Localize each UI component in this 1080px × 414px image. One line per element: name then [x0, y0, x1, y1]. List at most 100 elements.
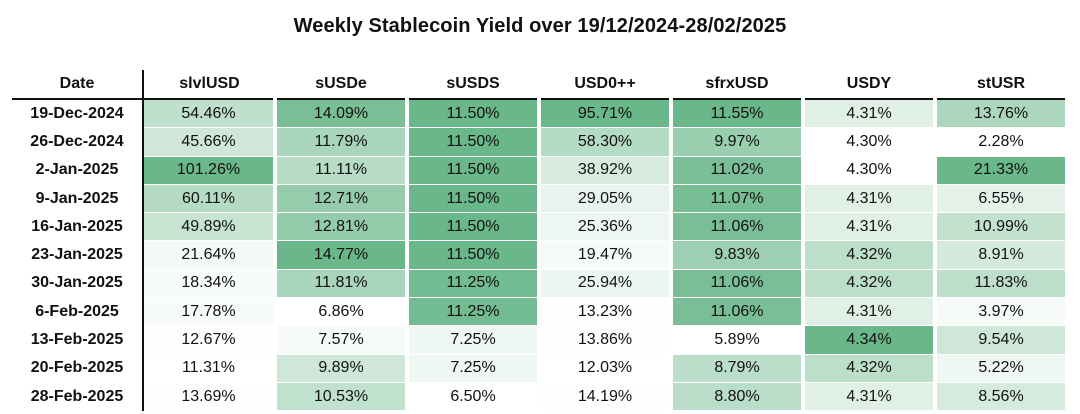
- heatmap-cell: 7.57%: [275, 325, 409, 355]
- heatmap-cell: 5.89%: [671, 325, 805, 355]
- heatmap-cell: 11.07%: [671, 184, 805, 214]
- heatmap-cell: 4.34%: [803, 325, 937, 355]
- row-date-label: 28-Feb-2025: [12, 382, 144, 412]
- column-header: sUSDS: [446, 75, 500, 92]
- heatmap-cell: 14.09%: [275, 99, 409, 129]
- heatmap-cell: 11.06%: [671, 297, 805, 327]
- heatmap-cell: 8.56%: [935, 382, 1069, 412]
- table-row: 28-Feb-2025 13.69% 10.53% 6.50% 14.19% 8.80% 4…: [12, 382, 1069, 412]
- heatmap-cell: 11.50%: [407, 184, 541, 214]
- heatmap-cell: 9.83%: [671, 240, 805, 270]
- heatmap-cell: 19.47%: [539, 240, 673, 270]
- heatmap-cell: 11.50%: [407, 156, 541, 185]
- heatmap-cell: 14.77%: [275, 240, 409, 270]
- table-row: 23-Jan-2025 21.64% 14.77% 11.50% 19.47% 9.83%…: [12, 240, 1069, 270]
- yield-heatmap-table: Date slvlUSD sUSDe sUSDS USD0++ sfrxUSD USDY s…: [12, 70, 1069, 412]
- row-date-label: 16-Jan-2025: [12, 212, 144, 242]
- heatmap-cell: 13.76%: [935, 99, 1069, 129]
- heatmap-cell: 49.89%: [143, 212, 277, 242]
- column-header: sfrxUSD: [705, 75, 769, 92]
- heatmap-cell: 11.55%: [671, 99, 805, 129]
- table-row: 13-Feb-2025 12.67% 7.57% 7.25% 13.86% 5.89% 4.…: [12, 325, 1069, 355]
- heatmap-cell: 4.31%: [803, 297, 937, 327]
- heatmap-cell: 8.91%: [935, 240, 1069, 270]
- heatmap-cell: 11.81%: [275, 269, 409, 299]
- heatmap-cell: 4.31%: [803, 99, 937, 129]
- table-row: 6-Feb-2025 17.78% 6.86% 11.25% 13.23% 11.06% 4…: [12, 297, 1069, 327]
- heatmap-cell: 4.30%: [803, 156, 937, 185]
- row-date-label: 6-Feb-2025: [12, 297, 144, 327]
- heatmap-cell: 8.80%: [671, 382, 805, 412]
- heatmap-cell: 11.50%: [407, 127, 541, 157]
- heatmap-cell: 11.25%: [407, 269, 541, 299]
- heatmap-cell: 6.50%: [407, 382, 541, 412]
- table-row: 19-Dec-2024 54.46% 14.09% 11.50% 95.71% 11.55…: [12, 99, 1069, 129]
- heatmap-cell: 11.06%: [671, 269, 805, 299]
- heatmap-cell: 95.71%: [539, 99, 673, 129]
- row-date-label: 20-Feb-2025: [12, 354, 144, 383]
- heatmap-cell: 9.54%: [935, 325, 1069, 355]
- heatmap-cell: 2.28%: [935, 127, 1069, 157]
- heatmap-cell: 13.86%: [539, 325, 673, 355]
- heatmap-cell: 7.25%: [407, 325, 541, 355]
- heatmap-cell: 11.11%: [275, 156, 409, 185]
- heatmap-cell: 4.31%: [803, 212, 937, 242]
- row-date-label: 13-Feb-2025: [12, 325, 144, 355]
- heatmap-cell: 6.55%: [935, 184, 1069, 214]
- row-date-label: 23-Jan-2025: [12, 240, 144, 270]
- heatmap-cell: 8.79%: [671, 354, 805, 383]
- date-column-header: Date: [12, 70, 144, 99]
- table-row: 16-Jan-2025 49.89% 12.81% 11.50% 25.36% 11.06…: [12, 212, 1069, 242]
- heatmap-cell: 6.86%: [275, 297, 409, 327]
- heatmap-body: 19-Dec-2024 54.46% 14.09% 11.50% 95.71% 11.55…: [12, 99, 1069, 412]
- column-header: USDY: [846, 75, 892, 92]
- heatmap-cell: 12.71%: [275, 184, 409, 214]
- heatmap-cell: 13.23%: [539, 297, 673, 327]
- row-date-label: 30-Jan-2025: [12, 269, 144, 299]
- heatmap-cell: 13.69%: [143, 382, 277, 412]
- table-row: 2-Jan-2025 101.26% 11.11% 11.50% 38.92% 11.02…: [12, 156, 1069, 185]
- heatmap-cell: 25.94%: [539, 269, 673, 299]
- column-header: stUSR: [976, 75, 1025, 92]
- column-header: sUSDe: [315, 75, 367, 92]
- row-date-label: 19-Dec-2024: [12, 99, 144, 129]
- heatmap-cell: 11.06%: [671, 212, 805, 242]
- column-header: slvlUSD: [179, 75, 240, 92]
- heatmap-cell: 11.79%: [275, 127, 409, 157]
- heatmap-cell: 11.50%: [407, 240, 541, 270]
- column-header: USD0++: [574, 75, 636, 92]
- heatmap-cell: 60.11%: [143, 184, 277, 214]
- table-row: 26-Dec-2024 45.66% 11.79% 11.50% 58.30% 9.97%…: [12, 127, 1069, 157]
- heatmap-cell: 21.64%: [143, 240, 277, 270]
- heatmap-cell: 101.26%: [143, 156, 277, 185]
- heatmap-cell: 10.99%: [935, 212, 1069, 242]
- table-row: 30-Jan-2025 18.34% 11.81% 11.25% 25.94% 11.06…: [12, 269, 1069, 299]
- heatmap-cell: 10.53%: [275, 382, 409, 412]
- chart-title: Weekly Stablecoin Yield over 19/12/2024-…: [293, 15, 787, 37]
- heatmap-cell: 11.31%: [143, 354, 277, 383]
- heatmap-cell: 12.03%: [539, 354, 673, 383]
- heatmap-cell: 12.81%: [275, 212, 409, 242]
- row-date-label: 9-Jan-2025: [12, 184, 144, 214]
- heatmap-cell: 4.32%: [803, 354, 937, 383]
- heatmap-cell: 11.50%: [407, 212, 541, 242]
- row-date-label: 26-Dec-2024: [12, 127, 144, 157]
- row-date-label: 2-Jan-2025: [12, 156, 144, 185]
- heatmap-cell: 11.25%: [407, 297, 541, 327]
- heatmap-cell: 4.31%: [803, 382, 937, 412]
- heatmap-cell: 4.32%: [803, 269, 937, 299]
- heatmap-cell: 3.97%: [935, 297, 1069, 327]
- heatmap-cell: 17.78%: [143, 297, 277, 327]
- heatmap-cell: 21.33%: [935, 156, 1069, 185]
- table-row: 20-Feb-2025 11.31% 9.89% 7.25% 12.03% 8.79% 4.…: [12, 354, 1069, 383]
- header-row: Date slvlUSD sUSDe sUSDS USD0++ sfrxUSD USDY s…: [12, 70, 1067, 99]
- heatmap-cell: 9.97%: [671, 127, 805, 157]
- heatmap-cell: 11.50%: [407, 99, 541, 129]
- heatmap-cell: 11.02%: [671, 156, 805, 185]
- heatmap-cell: 4.32%: [803, 240, 937, 270]
- heatmap-cell: 12.67%: [143, 325, 277, 355]
- heatmap-cell: 45.66%: [143, 127, 277, 157]
- heatmap-cell: 38.92%: [539, 156, 673, 185]
- heatmap-cell: 4.30%: [803, 127, 937, 157]
- heatmap-cell: 11.83%: [935, 269, 1069, 299]
